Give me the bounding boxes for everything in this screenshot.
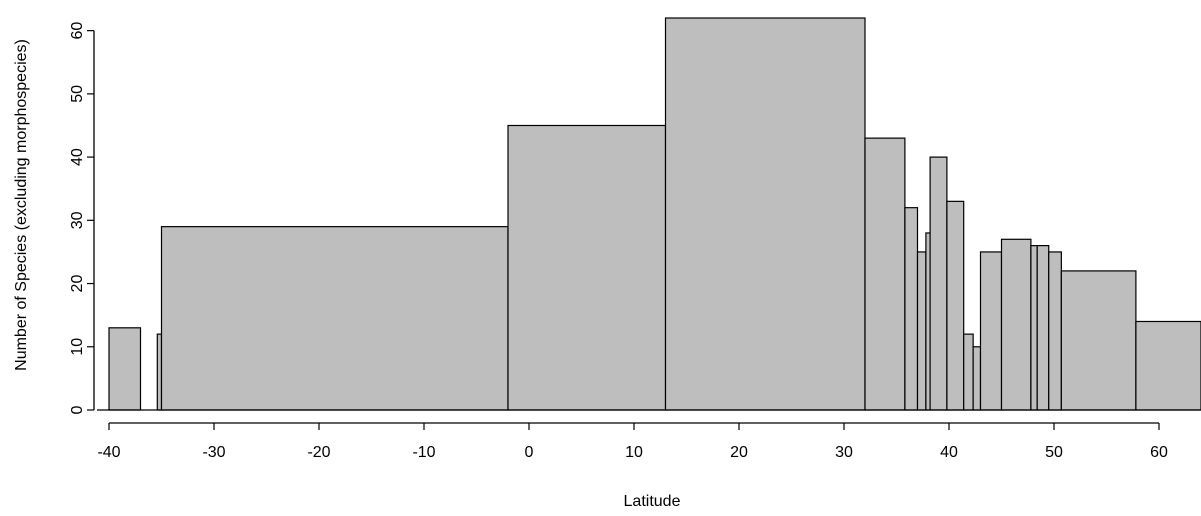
x-tick-label: 60 [1150,444,1168,461]
bar-16 [1036,245,1050,411]
x-tick-label: 40 [940,444,958,461]
x-tick-label: 10 [625,444,643,461]
bars-group [108,17,1201,411]
x-tick-label: -20 [307,444,330,461]
bar-14 [1000,238,1032,411]
bar-10 [946,200,965,411]
x-tick-label: -40 [97,444,120,461]
y-tick-label: 10 [69,338,86,356]
y-axis-ticks: 0 10 20 30 40 50 60 [69,22,94,414]
bar-6 [904,207,919,411]
y-tick-label: 30 [69,211,86,229]
bar-18 [1060,270,1137,411]
bar-12 [972,346,982,411]
x-tick-label: 0 [525,444,534,461]
y-tick-label: 40 [69,148,86,166]
y-tick-label: 50 [69,85,86,103]
bar-4 [664,17,866,411]
x-tick-label: 30 [835,444,853,461]
x-tick-label: -30 [202,444,225,461]
bar-8 [925,232,931,411]
y-axis-label: Number of Species (excluding morphospeci… [13,39,30,371]
bar-9 [929,156,948,411]
x-tick-label: -10 [412,444,435,461]
x-axis-ticks: -40 -30 -20 -10 0 10 20 30 40 50 60 [97,422,1168,461]
x-tick-label: 20 [730,444,748,461]
bar-2 [160,226,509,411]
bar-17 [1048,251,1062,411]
bar-15 [1030,245,1038,411]
bar-19 [1135,320,1201,411]
bar-3 [507,124,667,411]
x-tick-label: 50 [1045,444,1063,461]
y-tick-label: 20 [69,275,86,293]
bar-0 [108,327,142,411]
y-tick-label: 60 [69,22,86,40]
bar-1 [156,333,163,411]
bar-5 [864,137,906,411]
bar-7 [916,251,927,411]
bar-13 [979,251,1003,411]
bar-11 [963,333,974,411]
y-tick-label: 0 [69,405,86,414]
x-axis-label: Latitude [624,493,681,510]
